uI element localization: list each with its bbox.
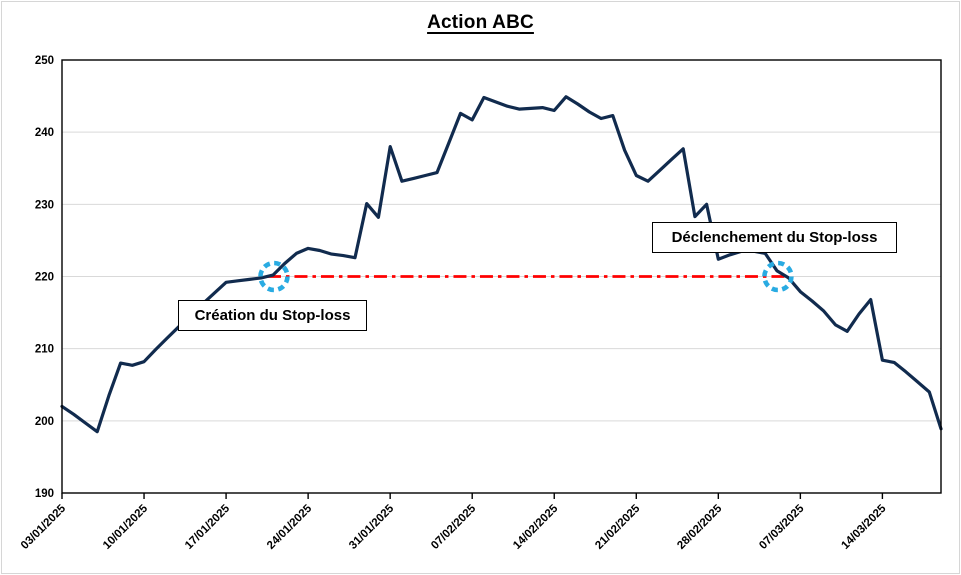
svg-text:24/01/2025: 24/01/2025	[265, 502, 315, 552]
stoploss-trigger-label: Déclenchement du Stop-loss	[652, 222, 897, 253]
svg-text:17/01/2025: 17/01/2025	[183, 502, 233, 552]
svg-text:230: 230	[35, 199, 54, 211]
svg-text:03/01/2025: 03/01/2025	[19, 502, 69, 552]
svg-text:14/02/2025: 14/02/2025	[511, 502, 561, 552]
stoploss-creation-label: Création du Stop-loss	[178, 300, 367, 331]
svg-text:220: 220	[35, 272, 54, 284]
svg-text:10/01/2025: 10/01/2025	[101, 502, 151, 552]
svg-text:21/02/2025: 21/02/2025	[593, 502, 643, 552]
svg-text:07/02/2025: 07/02/2025	[429, 502, 479, 552]
svg-text:07/03/2025: 07/03/2025	[757, 502, 807, 552]
svg-text:250: 250	[35, 55, 54, 67]
svg-text:190: 190	[35, 488, 54, 500]
svg-text:240: 240	[35, 127, 54, 139]
svg-text:200: 200	[35, 416, 54, 428]
svg-text:210: 210	[35, 344, 54, 356]
chart-title: Action ABC	[427, 12, 534, 33]
stoploss-creation-text: Création du Stop-loss	[194, 307, 351, 324]
svg-text:14/03/2025: 14/03/2025	[839, 502, 889, 552]
stoploss-trigger-text: Déclenchement du Stop-loss	[671, 229, 878, 246]
svg-text:28/02/2025: 28/02/2025	[675, 502, 725, 552]
svg-text:31/01/2025: 31/01/2025	[347, 502, 397, 552]
